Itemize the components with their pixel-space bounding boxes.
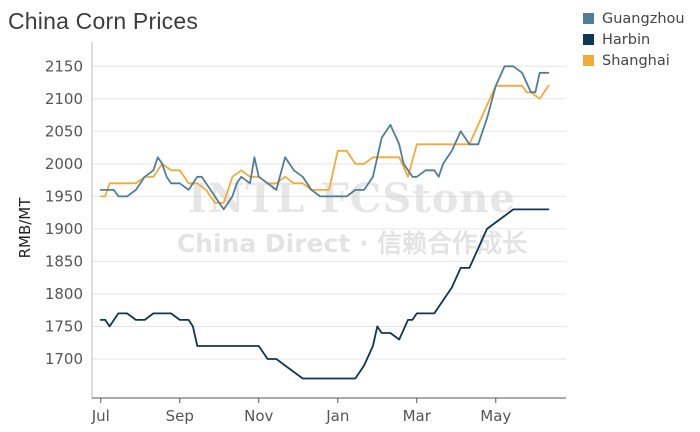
x-tick-label-jan: Jan: [325, 407, 349, 425]
series-lines: [99, 65, 550, 380]
legend-swatch-guangzhou: [583, 13, 594, 24]
legend-swatch-harbin: [583, 34, 594, 45]
y-tick-label-2050: 2050: [45, 122, 83, 140]
legend-swatch-shanghai: [583, 55, 594, 66]
series-line-shanghai[interactable]: [99, 84, 550, 204]
y-tick-label-1750: 1750: [45, 317, 83, 335]
legend: Guangzhou Harbin Shanghai: [583, 8, 685, 71]
legend-item-harbin[interactable]: Harbin: [583, 29, 685, 50]
x-tick-label-nov: Nov: [244, 407, 273, 425]
legend-label-guangzhou: Guangzhou: [602, 10, 685, 27]
legend-label-shanghai: Shanghai: [602, 52, 670, 69]
watermark-brand: INTL FCStone: [188, 175, 516, 222]
y-tick-label-1850: 1850: [45, 252, 83, 270]
chart-title: China Corn Prices: [8, 8, 199, 34]
y-tick-label-1900: 1900: [45, 220, 83, 238]
y-tick-label-1700: 1700: [45, 350, 83, 368]
x-tick-label-sep: Sep: [166, 407, 194, 425]
legend-label-harbin: Harbin: [602, 31, 651, 48]
x-tick-label-mar: Mar: [403, 407, 432, 425]
legend-item-shanghai[interactable]: Shanghai: [583, 50, 685, 71]
x-tick-label-jul: Jul: [91, 407, 110, 425]
legend-item-guangzhou[interactable]: Guangzhou: [583, 8, 685, 29]
watermark: INTL FCStone China Direct · 信赖合作成长: [177, 175, 528, 258]
series-line-harbin[interactable]: [99, 208, 550, 380]
y-tick-label-2100: 2100: [45, 90, 83, 108]
y-tick-label-2150: 2150: [45, 57, 83, 75]
y-axis-label: RMB/MT: [16, 197, 34, 259]
y-tick-label-2000: 2000: [45, 155, 83, 173]
series-line-guangzhou[interactable]: [99, 65, 550, 211]
x-tick-label-may: May: [480, 407, 511, 425]
y-tick-label-1800: 1800: [45, 285, 83, 303]
watermark-tagline: China Direct · 信赖合作成长: [177, 229, 528, 258]
axes: 1700 1750 1800 1850 1900 1950 2000 2050 2100 2150…: [45, 42, 566, 425]
y-tick-label-1950: 1950: [45, 187, 83, 205]
